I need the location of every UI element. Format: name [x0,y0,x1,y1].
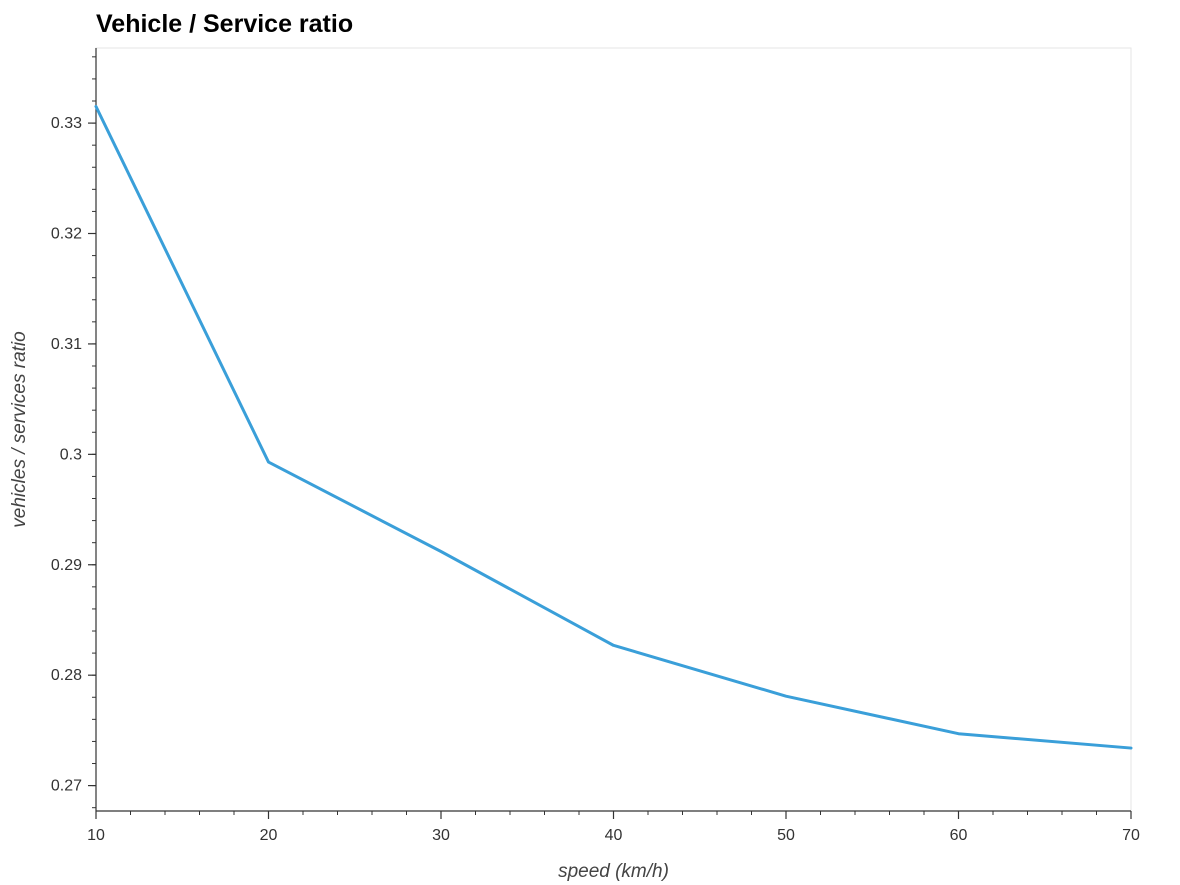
x-tick-label: 60 [950,827,968,844]
x-axis-label: speed (km/h) [558,861,669,882]
x-tick-label: 30 [432,827,450,844]
x-axis: 10 20 30 40 50 60 70 [87,810,1140,844]
y-axis-label: vehicles / services ratio [9,331,30,527]
y-tick-label: 0.27 [51,778,82,795]
y-tick-label: 0.3 [60,446,82,463]
series-group [94,105,1133,750]
y-tick-label: 0.33 [51,115,82,132]
x-tick-label: 40 [605,827,623,844]
x-tick-label: 10 [87,827,105,844]
y-tick-label: 0.29 [51,557,82,574]
y-axis: 0.27 0.28 0.29 0.3 0.31 0.32 0.33 [51,48,97,811]
chart-title: Vehicle / Service ratio [96,10,354,38]
x-tick-label: 20 [260,827,278,844]
series-line [94,105,1133,750]
y-tick-label: 0.31 [51,336,82,353]
y-tick-label: 0.32 [51,226,82,243]
y-tick-label: 0.28 [51,667,82,684]
x-tick-label: 70 [1122,827,1140,844]
x-tick-label: 50 [777,827,795,844]
